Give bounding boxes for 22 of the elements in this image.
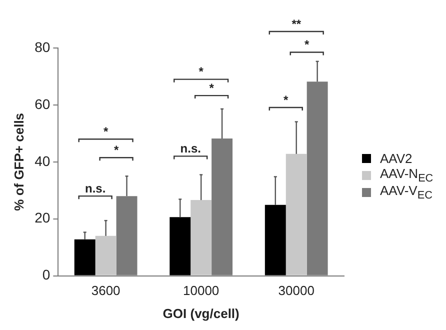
annotation: * bbox=[198, 64, 204, 79]
legend-label: AAV-N$_{EC}$ bbox=[380, 166, 434, 185]
annotation: n.s. bbox=[84, 181, 106, 196]
annotation: n.s. bbox=[180, 142, 201, 156]
text: ** bbox=[292, 16, 302, 31]
annotation: * bbox=[209, 80, 214, 95]
legend-label: AAV2 bbox=[380, 151, 412, 166]
annotation: * bbox=[284, 92, 289, 107]
annotation: * bbox=[103, 124, 108, 138]
x-tick-label: 3600 bbox=[91, 283, 120, 298]
y-tick-label: 0 bbox=[42, 266, 50, 283]
x-tick-label: 30000 bbox=[278, 283, 314, 298]
annotation: * bbox=[114, 142, 119, 157]
y-tick-label: 40 bbox=[34, 152, 50, 169]
y-tick-label: 60 bbox=[34, 96, 50, 112]
x-tick-label: 10000 bbox=[183, 283, 220, 298]
y-tick-label: 80 bbox=[34, 38, 50, 55]
y-tick-label: 20 bbox=[34, 210, 50, 226]
legend-label: AAV-V$_{EC}$ bbox=[380, 183, 432, 202]
annotation: * bbox=[304, 38, 310, 52]
y-axis-title: % of GFP+ cells bbox=[11, 112, 26, 211]
x-axis-title: GOI (vg/cell) bbox=[162, 306, 240, 321]
